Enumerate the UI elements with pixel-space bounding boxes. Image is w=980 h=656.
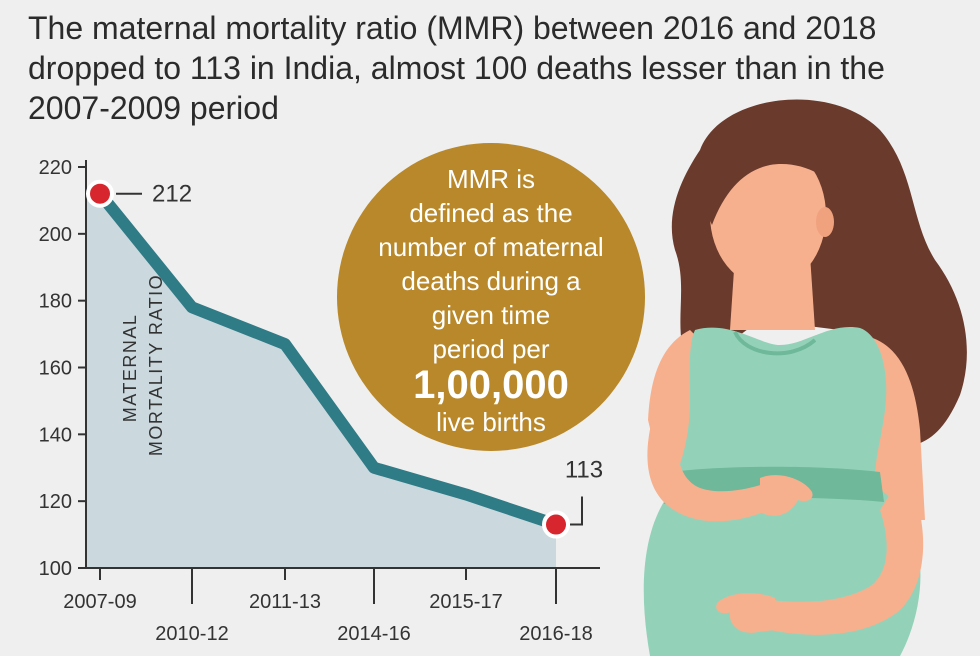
definition-line-7: live births xyxy=(436,407,546,437)
definition-line-3: number of maternal xyxy=(378,232,603,262)
x-tick-label: 2015-17 xyxy=(429,591,502,613)
definition-line-5: given time xyxy=(432,300,551,330)
definition-line-1: MMR is xyxy=(447,164,535,194)
y-axis-label-line-1: MATERNAL xyxy=(120,314,140,422)
y-tick-label: 220 xyxy=(39,157,72,179)
data-label: 113 xyxy=(565,457,603,484)
x-tick-label: 2016-18 xyxy=(519,623,592,645)
data-point-marker xyxy=(542,510,570,539)
definition-line-6: period per xyxy=(432,334,549,364)
pregnant-woman-illustration xyxy=(643,99,967,656)
ear-shape xyxy=(816,207,834,237)
definition-line-4: deaths during a xyxy=(401,266,581,296)
hair-fringe-shape xyxy=(705,133,849,225)
definition-line-2: defined as the xyxy=(409,198,572,228)
data-label: 212 xyxy=(152,181,192,208)
y-axis-label-line-2: MORTALITY RATIO xyxy=(146,274,166,456)
neckline-shape xyxy=(733,331,817,356)
mmr-line-chart: 100 120 140 160 180 200 220 2007-09 2010-12 2011… xyxy=(39,157,604,645)
x-tick-label: 2010-12 xyxy=(155,623,228,645)
y-tick-label: 200 xyxy=(39,224,72,246)
hand-upper-shape xyxy=(760,475,813,516)
data-label-leader xyxy=(570,496,583,526)
arm-lower-shape xyxy=(770,470,924,635)
chart-markers: 212 113 xyxy=(86,179,603,539)
y-axis-label: MATERNAL MORTALITY RATIO xyxy=(120,274,166,456)
y-tick-label: 160 xyxy=(39,358,72,380)
arm-upper-shape xyxy=(647,420,780,522)
headline-line-1: The maternal mortality ratio (MMR) betwe… xyxy=(28,10,877,46)
headline-line-2: dropped to 113 in India, almost 100 deat… xyxy=(28,50,885,86)
x-axis-ticks: 2007-09 2010-12 2011-13 2014-16 2015-17 2016-… xyxy=(63,568,593,645)
y-tick-label: 140 xyxy=(39,424,72,446)
x-tick-label: 2007-09 xyxy=(63,591,136,613)
hand-lower-shape xyxy=(716,593,775,633)
definition-callout: MMR is defined as the number of maternal… xyxy=(337,143,645,451)
y-tick-label: 100 xyxy=(39,558,72,580)
definition-highlight: 1,00,000 xyxy=(413,363,569,407)
chart-area-fill xyxy=(86,193,556,568)
y-tick-label: 180 xyxy=(39,291,72,313)
x-tick-label: 2014-16 xyxy=(337,623,410,645)
data-point-marker xyxy=(86,179,114,208)
y-axis-ticks: 100 120 140 160 180 200 220 xyxy=(39,157,86,580)
x-tick-label: 2011-13 xyxy=(249,591,321,613)
headline-line-3: 2007-2009 period xyxy=(28,90,279,126)
mmr-series-line xyxy=(94,187,562,531)
definition-circle xyxy=(337,143,645,451)
y-tick-label: 120 xyxy=(39,491,72,513)
headline: The maternal mortality ratio (MMR) betwe… xyxy=(28,8,958,128)
